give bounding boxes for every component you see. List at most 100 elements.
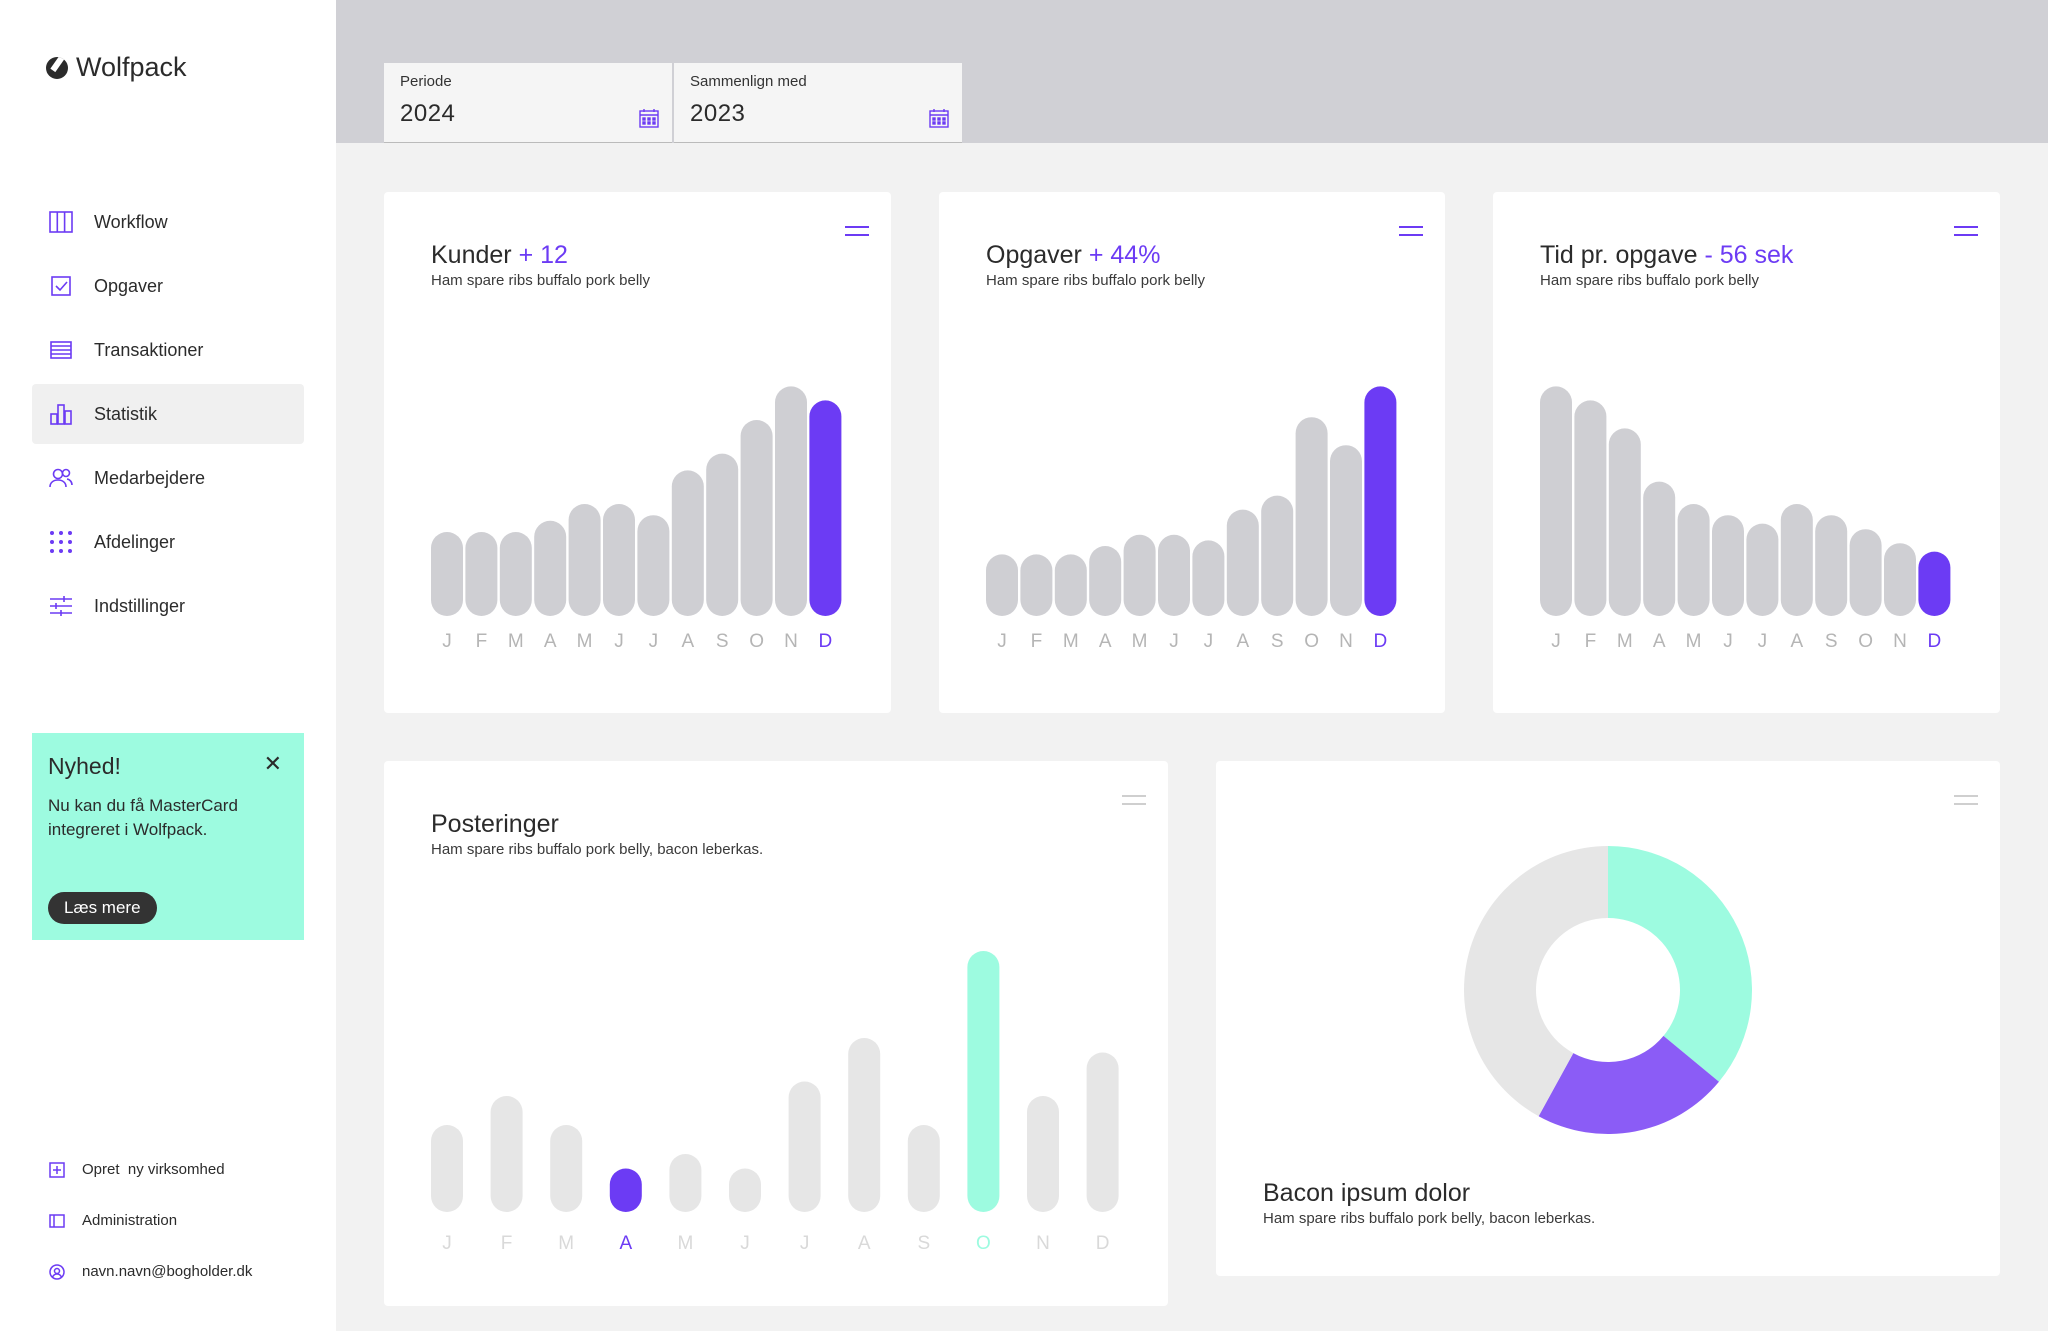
tick-label-9: O — [1304, 631, 1319, 652]
tick-label-3: A — [544, 631, 557, 652]
sidebar-item-transaktioner[interactable]: Transaktioner — [32, 320, 304, 380]
period-field[interactable]: Periode 2024 — [384, 63, 672, 143]
bar-2 — [1054, 554, 1087, 616]
sidebar-item-opgaver[interactable]: Opgaver — [32, 256, 304, 316]
checkbox-icon — [48, 273, 74, 299]
card-title: Kunder + 12 — [431, 241, 568, 270]
app-logo[interactable]: Wolfpack — [46, 52, 187, 83]
bar-1 — [1020, 554, 1053, 616]
calendar-icon[interactable] — [638, 107, 660, 129]
tick-label-5: J — [614, 631, 624, 652]
sidebar-nav: Workflow Opgaver Transaktioner Statistik… — [32, 192, 304, 640]
sidebar-item-label: Opgaver — [94, 275, 164, 296]
user-account-link[interactable]: navn.navn@bogholder.dk — [48, 1246, 252, 1297]
tick-label-7: A — [681, 631, 694, 652]
read-more-button[interactable]: Læs mere — [48, 892, 157, 924]
bar-7 — [1780, 504, 1813, 616]
tick-label-7: A — [858, 1233, 871, 1254]
tick-label-0: J — [442, 1233, 452, 1254]
bar-3 — [534, 520, 567, 616]
create-company-label: Opret ny virksomhed — [82, 1161, 225, 1178]
sidebar-item-workflow[interactable]: Workflow — [32, 192, 304, 252]
bar-2 — [550, 1125, 583, 1212]
users-icon — [48, 465, 74, 491]
tick-label-7: A — [1790, 631, 1803, 652]
tick-label-9: O — [1858, 631, 1873, 652]
menu-icon[interactable] — [845, 226, 869, 240]
bar-7 — [1226, 509, 1259, 616]
bar-2 — [1608, 428, 1641, 616]
user-circle-icon — [49, 1263, 65, 1280]
tick-label-0: J — [1551, 631, 1561, 652]
tick-label-10: N — [784, 631, 798, 652]
bar-4 — [568, 504, 601, 616]
tick-label-6: J — [649, 631, 659, 652]
tick-label-0: J — [997, 631, 1007, 652]
tick-label-1: F — [501, 1233, 513, 1254]
menu-icon[interactable] — [1399, 226, 1423, 240]
news-title: Nyhed! — [48, 753, 121, 779]
bar-10 — [1330, 445, 1362, 616]
sidebar-item-statistik[interactable]: Statistik — [32, 384, 304, 444]
list-icon — [48, 337, 74, 363]
tick-label-11: D — [1374, 631, 1388, 652]
tick-label-10: N — [1893, 631, 1907, 652]
grid-dots-icon — [48, 529, 74, 555]
donut-subtitle: Ham spare ribs buffalo pork belly, bacon… — [1263, 1210, 1596, 1227]
tick-label-4: M — [1686, 631, 1702, 652]
sidebar-item-afdelinger[interactable]: Afdelinger — [32, 512, 304, 572]
news-text: Nu kan du få MasterCard integreret i Wol… — [48, 796, 238, 839]
bar-9 — [1295, 417, 1328, 616]
bar-11 — [809, 400, 842, 616]
compare-field[interactable]: Sammenlign med 2023 — [674, 63, 962, 143]
bar-8 — [1261, 495, 1294, 616]
bar-3 — [1643, 481, 1676, 616]
bar-9 — [1849, 529, 1882, 616]
tick-label-7: A — [1236, 631, 1249, 652]
period-label: Periode — [400, 73, 452, 90]
menu-icon[interactable] — [1954, 795, 1978, 809]
tick-label-11: D — [1928, 631, 1942, 652]
bar-5 — [729, 1168, 761, 1212]
tick-label-5: J — [1169, 631, 1179, 652]
calendar-icon[interactable] — [928, 107, 950, 129]
bar-4 — [669, 1154, 702, 1212]
tick-label-2: M — [508, 631, 524, 652]
sidebar-item-label: Transaktioner — [94, 339, 204, 360]
sidebar-item-label: Indstillinger — [94, 595, 186, 616]
tick-label-6: J — [1204, 631, 1214, 652]
app-name: Wolfpack — [76, 52, 187, 82]
menu-icon[interactable] — [1954, 226, 1978, 240]
sidebar-item-label: Workflow — [94, 211, 168, 232]
tick-label-4: M — [1132, 631, 1148, 652]
tick-label-5: J — [1723, 631, 1733, 652]
bar-0 — [986, 554, 1018, 616]
administration-link[interactable]: Administration — [48, 1195, 252, 1246]
bar-2 — [499, 532, 532, 616]
title-delta: - 56 sek — [1704, 241, 1794, 269]
donut-slice-2 — [1464, 846, 1608, 1117]
tick-label-9: O — [749, 631, 764, 652]
create-company-link[interactable]: Opret ny virksomhed — [48, 1144, 252, 1195]
compare-value: 2023 — [690, 100, 746, 127]
bar-5 — [1712, 515, 1744, 616]
card-subtitle: Ham spare ribs buffalo pork belly — [986, 272, 1205, 289]
sidebar-item-medarbejdere[interactable]: Medarbejdere — [32, 448, 304, 508]
bar-11 — [1364, 386, 1397, 616]
title-text: Tid pr. opgave — [1540, 241, 1698, 269]
bar-10 — [775, 386, 807, 616]
bar-7 — [671, 470, 704, 616]
tick-label-1: F — [1031, 631, 1043, 652]
bar-3 — [1089, 546, 1122, 616]
title-delta: + 44% — [1088, 241, 1161, 269]
tick-label-10: N — [1339, 631, 1353, 652]
menu-icon[interactable] — [1122, 795, 1146, 809]
tick-label-1: F — [1585, 631, 1597, 652]
sidebar: Wolfpack Workflow Opgaver Transaktioner … — [0, 0, 336, 1331]
administration-label: Administration — [82, 1212, 178, 1229]
bar-0 — [431, 532, 463, 616]
close-icon[interactable]: ✕ — [263, 751, 282, 776]
sidebar-item-indstillinger[interactable]: Indstillinger — [32, 576, 304, 636]
bar-8 — [907, 1125, 940, 1212]
